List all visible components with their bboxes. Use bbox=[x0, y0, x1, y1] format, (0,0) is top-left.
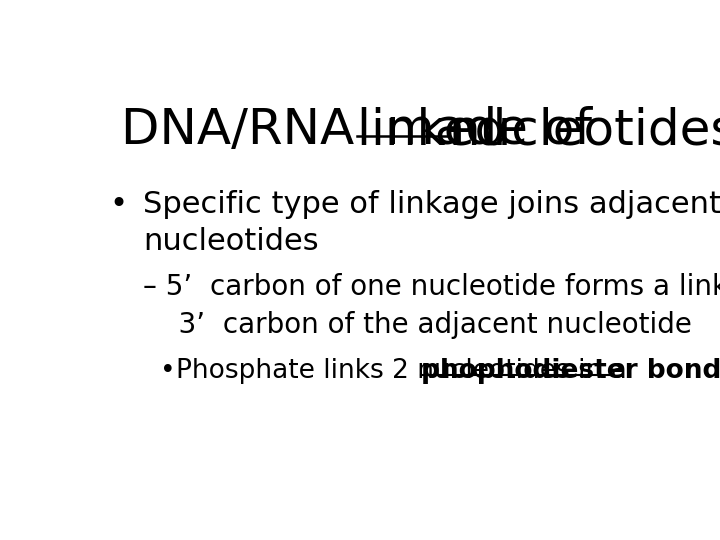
Text: – 5’  carbon of one nucleotide forms a linkage to the
    3’  carbon of the adja: – 5’ carbon of one nucleotide forms a li… bbox=[143, 273, 720, 339]
Text: DNA/RNA  made of: DNA/RNA made of bbox=[121, 106, 608, 154]
Text: •: • bbox=[109, 190, 127, 219]
Text: nucleotides: nucleotides bbox=[449, 106, 720, 154]
Text: Specific type of linkage joins adjacent
nucleotides: Specific type of linkage joins adjacent … bbox=[143, 190, 720, 255]
Text: Phosphate links 2 nucleotides in a: Phosphate links 2 nucleotides in a bbox=[176, 358, 636, 384]
Text: phophodiester bond: phophodiester bond bbox=[421, 358, 720, 384]
Text: linked: linked bbox=[356, 106, 522, 154]
Text: •: • bbox=[160, 358, 176, 384]
